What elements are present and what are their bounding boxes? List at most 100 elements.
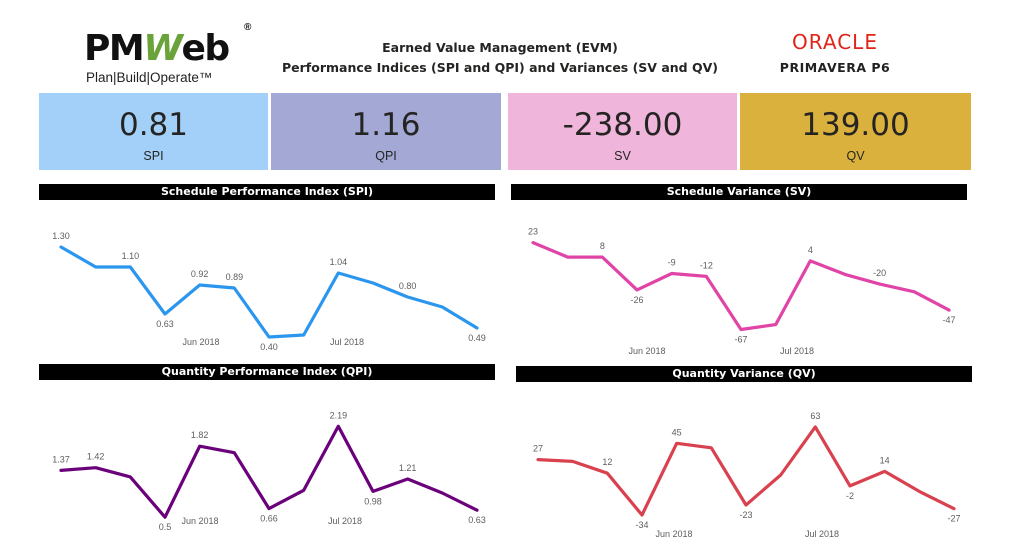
- data-point[interactable]: [128, 474, 133, 479]
- data-label: 23: [528, 227, 538, 237]
- series-line[interactable]: [536, 425, 956, 517]
- data-point[interactable]: [773, 322, 778, 327]
- kpi-card-sv[interactable]: -238.00 SV: [508, 93, 737, 170]
- spi-line-chart[interactable]: 1.30 1.10 0.63 0.92 0.89 0.40 1.04 0.80 0.49 Jun …: [39, 201, 495, 356]
- data-point[interactable]: [704, 274, 709, 279]
- data-point[interactable]: [267, 335, 272, 340]
- data-point[interactable]: [163, 312, 168, 317]
- kpi-value: -238.00: [562, 107, 683, 143]
- data-point[interactable]: [635, 287, 640, 292]
- data-point[interactable]: [640, 513, 645, 518]
- data-label: 1.21: [399, 463, 417, 473]
- data-point[interactable]: [59, 245, 64, 250]
- logo-tagline: Plan|Build|Operate™: [86, 70, 213, 85]
- kpi-card-spi[interactable]: 0.81 SPI: [39, 93, 268, 170]
- data-point[interactable]: [848, 483, 853, 488]
- data-point[interactable]: [232, 286, 237, 291]
- data-point[interactable]: [669, 271, 674, 276]
- x-tick-label: Jun 2018: [655, 529, 692, 539]
- data-point[interactable]: [605, 471, 610, 476]
- data-point[interactable]: [301, 333, 306, 338]
- data-point[interactable]: [947, 308, 952, 313]
- data-point[interactable]: [952, 506, 957, 511]
- data-point[interactable]: [813, 424, 818, 429]
- data-label: -27: [947, 514, 960, 524]
- sv-chart-panel[interactable]: Schedule Variance (SV) 23 8 -26 -9 -12 -67 4 -2…: [511, 184, 967, 356]
- x-tick-label: Jun 2018: [182, 337, 219, 347]
- data-label: 1.82: [191, 430, 209, 440]
- data-point[interactable]: [475, 326, 480, 331]
- data-label: 8: [600, 241, 605, 251]
- sv-line-chart[interactable]: 23 8 -26 -9 -12 -67 4 -20 -47 Jun 2018 Jul 2018: [511, 201, 967, 356]
- kpi-value: 0.81: [118, 107, 189, 143]
- report-title: Earned Value Management (EVM) Performanc…: [280, 38, 720, 78]
- registered-mark: ®: [244, 22, 252, 33]
- data-point[interactable]: [843, 272, 848, 277]
- data-point[interactable]: [128, 265, 133, 270]
- data-point[interactable]: [536, 457, 541, 462]
- data-label: 0.40: [260, 342, 278, 352]
- data-label: 1.42: [87, 452, 105, 462]
- data-point[interactable]: [93, 265, 98, 270]
- series-line[interactable]: [531, 240, 951, 332]
- data-label: 0.49: [468, 333, 486, 343]
- data-label: -34: [635, 520, 648, 530]
- data-point[interactable]: [440, 491, 445, 496]
- qv-line-chart[interactable]: 27 12 -34 45 -23 63 -2 14 -27 Jun 2018 Jul 2018: [516, 382, 972, 554]
- data-point[interactable]: [59, 468, 64, 473]
- data-point[interactable]: [570, 459, 575, 464]
- data-point[interactable]: [912, 289, 917, 294]
- data-point[interactable]: [917, 489, 922, 494]
- x-tick-label: Jul 2018: [805, 529, 839, 539]
- data-point[interactable]: [808, 258, 813, 263]
- data-point[interactable]: [882, 469, 887, 474]
- data-point[interactable]: [440, 305, 445, 310]
- data-point[interactable]: [163, 515, 168, 520]
- data-label: 63: [810, 411, 820, 421]
- data-point[interactable]: [565, 255, 570, 260]
- kpi-card-qv[interactable]: 139.00 QV: [740, 93, 971, 170]
- kpi-card-qpi[interactable]: 1.16 QPI: [271, 93, 501, 170]
- data-point[interactable]: [336, 271, 341, 276]
- data-point[interactable]: [674, 441, 679, 446]
- data-label: -20: [873, 268, 886, 278]
- data-point[interactable]: [531, 240, 536, 245]
- data-point[interactable]: [301, 488, 306, 493]
- kpi-label: QV: [846, 149, 865, 163]
- spi-chart-panel[interactable]: Schedule Performance Index (SPI) 1.30 1.1…: [39, 184, 495, 356]
- data-point[interactable]: [744, 503, 749, 508]
- data-point[interactable]: [197, 283, 202, 288]
- chart-title: Schedule Performance Index (SPI): [39, 184, 495, 200]
- data-point[interactable]: [778, 473, 783, 478]
- data-label: -12: [700, 260, 713, 270]
- data-point[interactable]: [93, 465, 98, 470]
- data-point[interactable]: [197, 444, 202, 449]
- data-label: 27: [533, 444, 543, 454]
- x-tick-label: Jul 2018: [328, 516, 362, 526]
- kpi-label: QPI: [375, 149, 397, 163]
- data-point[interactable]: [267, 506, 272, 511]
- data-label: -23: [739, 510, 752, 520]
- data-point[interactable]: [475, 508, 480, 513]
- data-label: 1.04: [330, 257, 348, 267]
- data-point[interactable]: [336, 424, 341, 429]
- qpi-line-chart[interactable]: 1.37 1.42 0.5 1.82 0.66 2.19 0.98 1.21 0.63 Jun 2…: [39, 381, 495, 551]
- data-point[interactable]: [405, 477, 410, 482]
- data-point[interactable]: [739, 327, 744, 332]
- data-label: 4: [808, 245, 813, 255]
- qpi-chart-panel[interactable]: Quantity Performance Index (QPI) 1.37 1.4…: [39, 364, 495, 532]
- data-point[interactable]: [232, 450, 237, 455]
- data-point[interactable]: [877, 282, 882, 287]
- data-label: -2: [846, 491, 854, 501]
- data-point[interactable]: [600, 255, 605, 260]
- qv-chart-panel[interactable]: Quantity Variance (QV) 27 12 -34 45 -23 63 -2 1…: [516, 366, 972, 541]
- data-label: 0.80: [399, 281, 417, 291]
- data-point[interactable]: [405, 295, 410, 300]
- data-point[interactable]: [371, 489, 376, 494]
- series-line[interactable]: [59, 424, 479, 519]
- data-point[interactable]: [709, 445, 714, 450]
- data-label: -26: [630, 295, 643, 305]
- data-point[interactable]: [371, 281, 376, 286]
- series-line[interactable]: [59, 245, 479, 339]
- x-tick-label: Jul 2018: [330, 337, 364, 347]
